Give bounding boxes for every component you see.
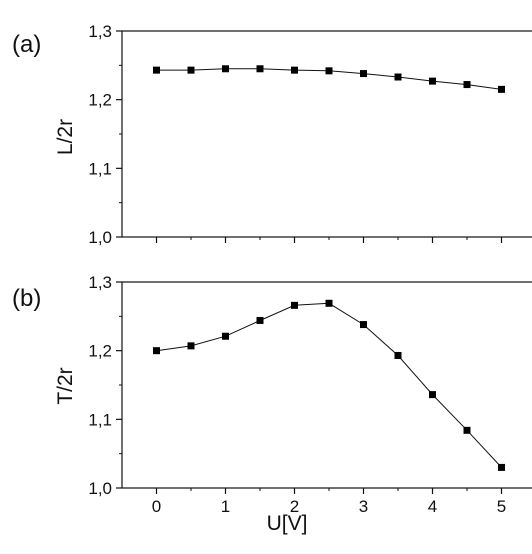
series-line-b [156,302,502,468]
panel-label-a: (a) [12,31,41,58]
data-point-a [394,73,402,81]
data-point-b [360,321,367,329]
data-point-b [498,463,505,471]
y-axis-label-a: L/2r [54,119,77,155]
data-point-a [429,77,436,85]
y-tick-label-a: 1,2 [88,91,112,110]
plot-frame-a [121,30,532,238]
data-point-a [222,65,229,73]
data-point-b [463,426,471,434]
y-tick-label-a: 1,0 [88,228,112,247]
data-point-a [498,85,505,93]
data-point-a [325,67,333,75]
x-tick-label-b: 4 [428,497,437,516]
x-tick-label-b: 0 [152,497,161,516]
x-axis-label-b: U[V] [267,512,308,535]
y-tick-label-a: 1,1 [88,159,112,178]
data-point-a [256,65,264,73]
data-point-a [187,66,195,74]
panel-b: (b) T/2r 1,0 1,1 1,2 1,3 0 1 2 3 4 5 U[V] [12,273,532,535]
data-point-a [360,70,367,78]
x-tick-label-b: 3 [359,497,368,516]
data-point-a [291,66,298,74]
data-point-a [463,81,471,89]
data-point-b [325,299,333,307]
data-point-b [429,391,436,399]
y-tick-label-b: 1,2 [88,342,112,361]
y-tick-label-a: 1,3 [88,22,112,41]
y-tick-label-b: 1,1 [88,410,112,429]
data-point-b [187,342,195,350]
panel-label-b: (b) [12,285,41,312]
data-point-b [394,351,402,359]
data-point-b [153,347,160,355]
data-point-b [291,301,298,309]
x-tick-label-b: 5 [497,497,506,516]
y-axis-label-b: T/2r [54,367,77,404]
y-tick-label-b: 1,3 [88,273,112,292]
data-point-a [153,66,160,74]
panel-a: (a) L/2r 1,0 1,1 1,2 1,3 [12,22,532,247]
x-tick-label-b: 1 [221,497,230,516]
data-point-b [256,316,264,324]
x-tick-label-b: 2 [290,497,299,516]
y-tick-label-b: 1,0 [88,479,112,498]
plot-frame-b [121,281,532,489]
data-point-b [222,332,229,340]
